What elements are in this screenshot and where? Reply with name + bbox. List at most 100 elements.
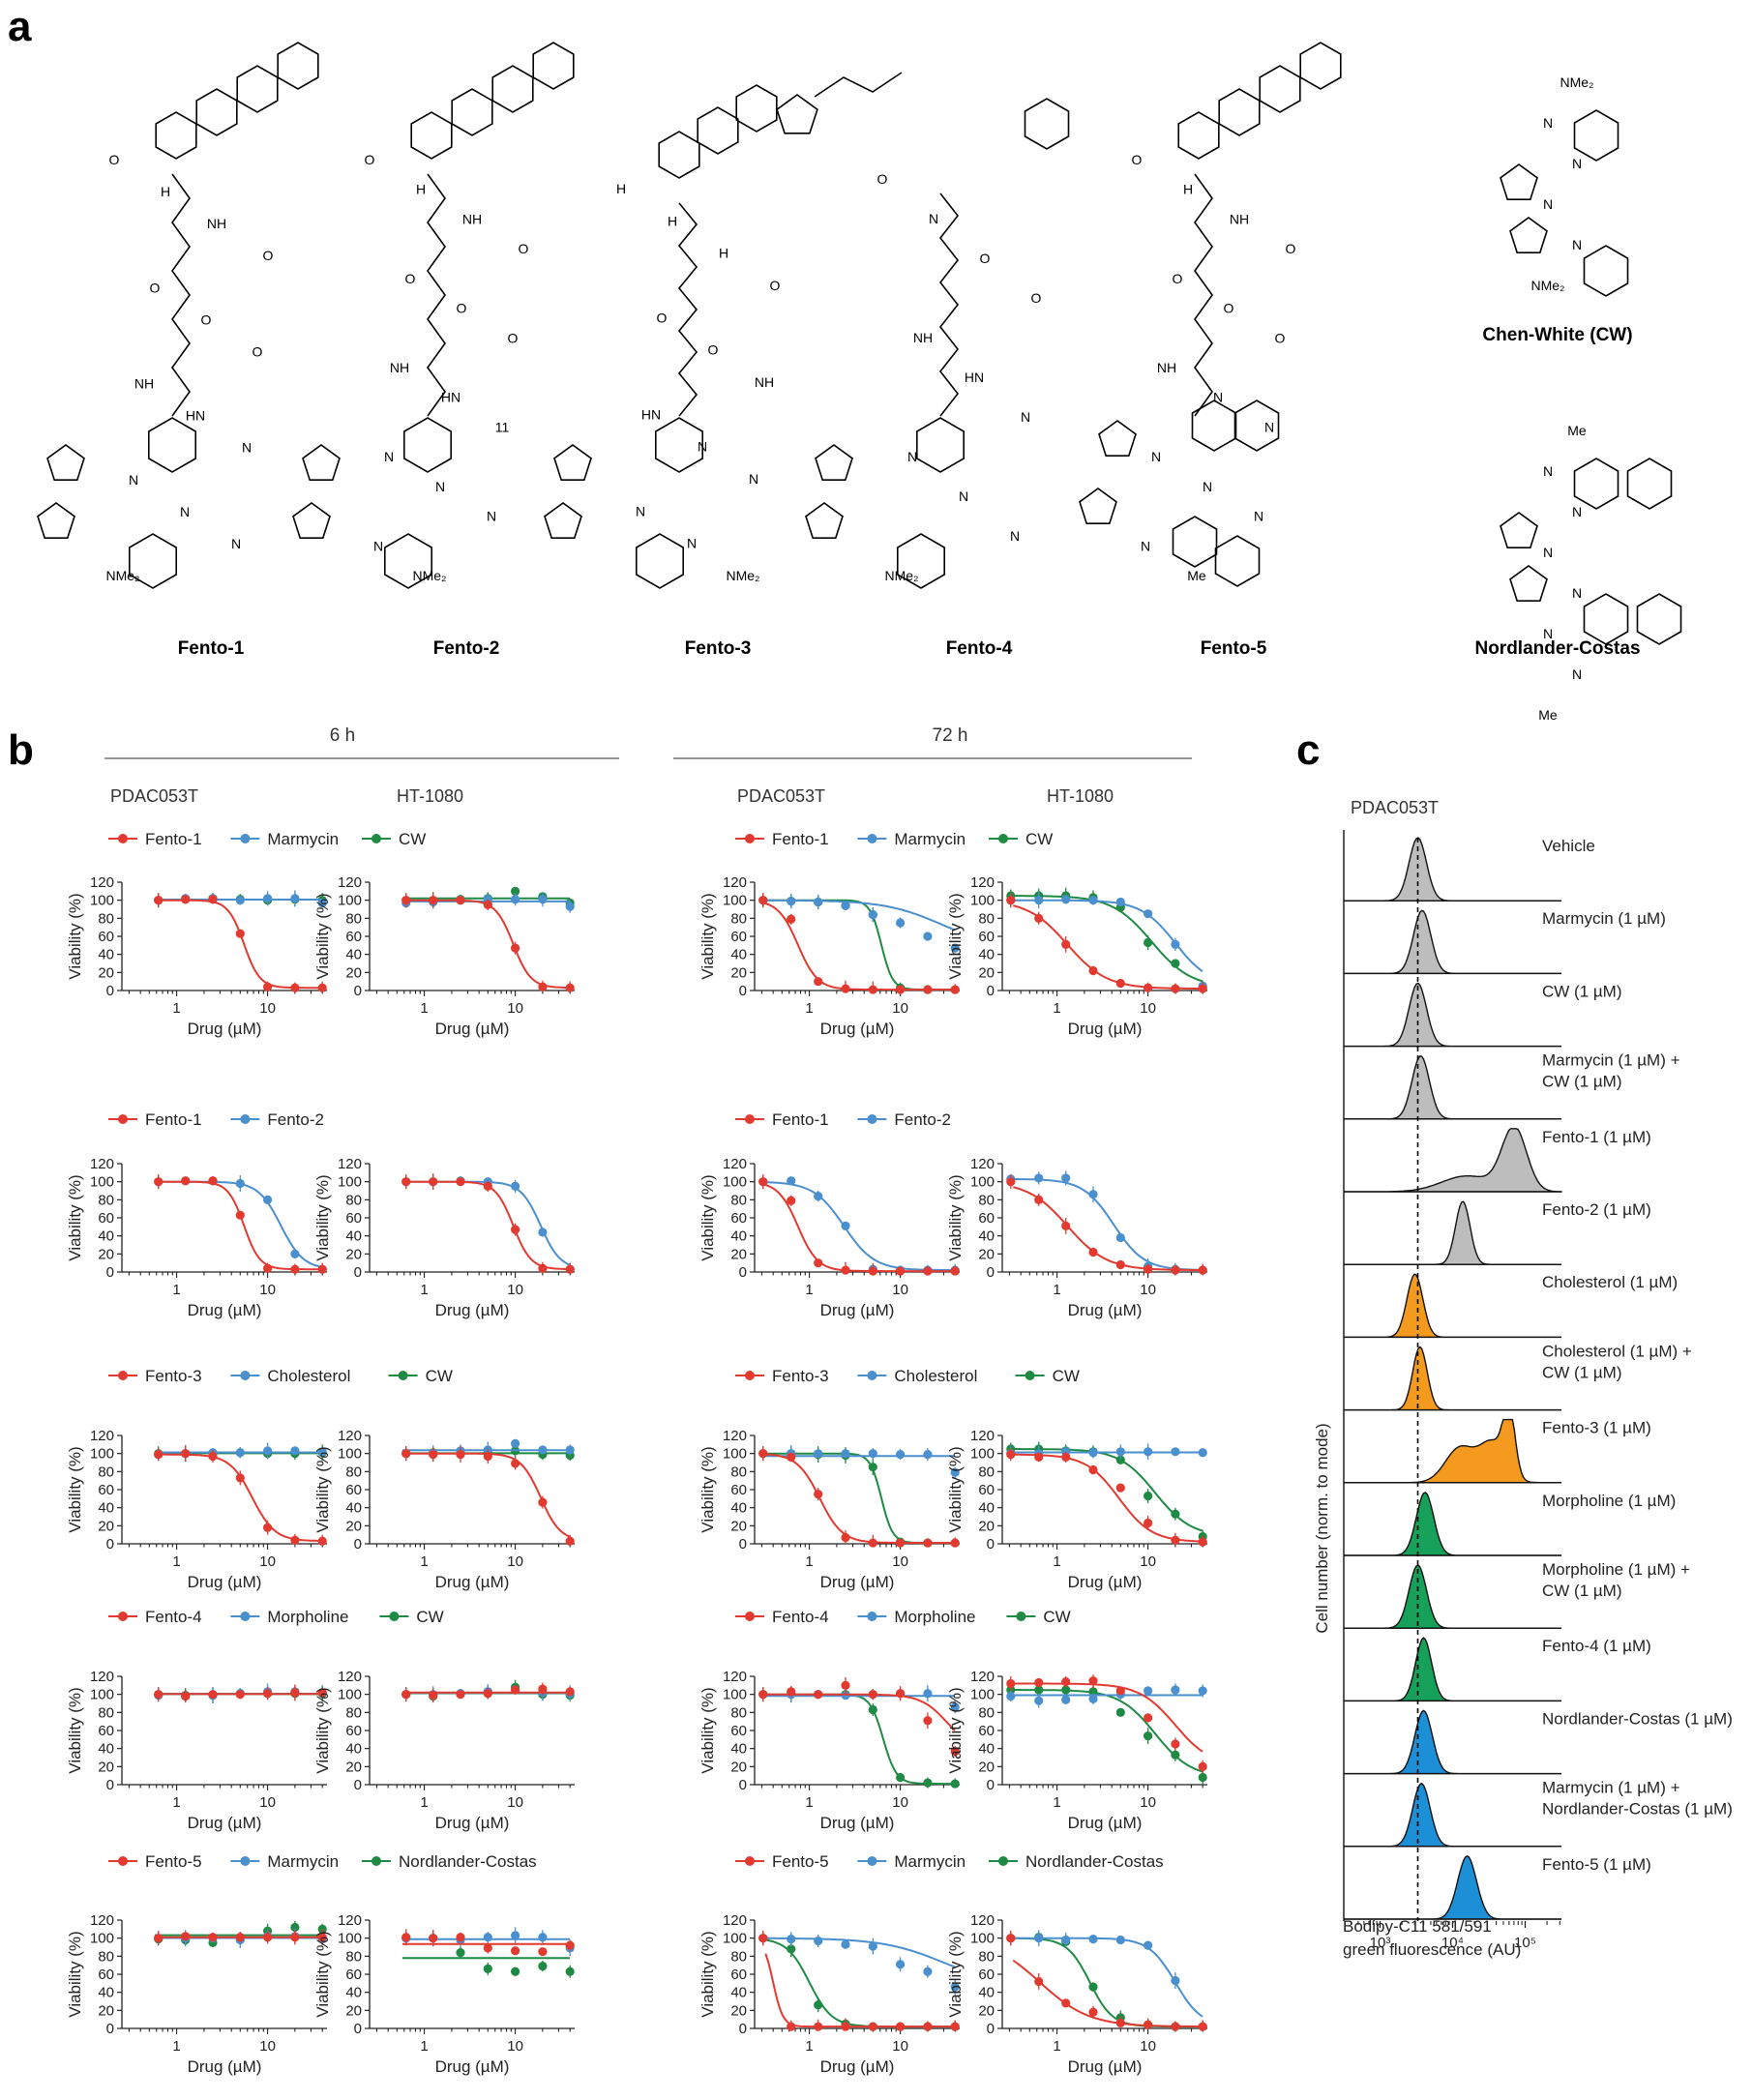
y-tick-label: 100 [90,1687,114,1703]
atom-label: Me [1538,707,1558,723]
atom-label: N [373,538,383,553]
series-fento-3 [758,1446,960,1548]
data-point [401,1449,411,1459]
legend-item-fento-1: Fento-1 [108,1110,202,1129]
legend-label: Fento-5 [145,1852,202,1871]
data-point [1006,1691,1016,1701]
x-tick-label: 1 [172,1553,180,1570]
y-tick-label: 60 [730,1967,747,1983]
data-point [841,1680,850,1690]
histogram-fill [1344,1637,1561,1702]
atom-label: O [150,280,161,295]
condition-label: CW (1 µM) [1542,1073,1622,1091]
atom-label: 11 [495,419,510,434]
legend-label: CW [416,1608,443,1626]
x-axis-label: Drug (µM) [1068,1301,1143,1319]
y-tick-label: 80 [978,1464,995,1480]
data-point [950,1746,960,1757]
data-point [483,1933,492,1942]
series-cw [1006,1681,1207,1785]
series-fento-4 [401,1682,575,1703]
legend-marker [118,1371,128,1380]
x-axis-label: Drug (µM) [1068,1814,1143,1832]
legend-label: CW [426,1367,453,1385]
y-tick-label: 40 [730,1228,747,1245]
data-point [895,1960,906,1969]
x-tick-label: 1 [172,1000,180,1017]
fit-curve [401,1180,571,1266]
series-fento-4 [1006,1674,1207,1773]
data-point [429,1934,438,1943]
legend-label: Marmycin [267,830,339,848]
atom-label: O [1275,330,1286,345]
data-point [1115,978,1125,989]
legend-item-fento-5: Fento-5 [735,1852,829,1871]
data-point [483,1181,492,1191]
y-tick-label: 40 [978,1500,995,1517]
cell-line-label-pdac-6h: PDAC053T [110,786,198,806]
series-fento-4 [758,1676,960,1758]
data-point [1088,1247,1098,1257]
y-tick-label: 120 [970,1428,995,1444]
steroid-side-chain [814,72,903,98]
x-tick-label: 10 [507,1794,523,1811]
data-point [1034,1195,1044,1204]
y-tick-label: 120 [723,1428,747,1444]
y-tick-label: 60 [345,1967,362,1983]
y-tick-label: 60 [730,1723,747,1739]
data-point [1143,1447,1153,1457]
data-point [841,984,850,993]
panel-c-x-tick-label: 10⁵ [1514,1935,1536,1951]
y-tick-label: 120 [90,1912,114,1929]
y-tick-label: 100 [723,1687,747,1703]
data-point [1143,983,1153,992]
panel-c-x-tick-label: 10⁴ [1441,1935,1464,1951]
data-point [923,1450,933,1460]
atom-label: N [1543,626,1553,641]
y-tick-label: 40 [978,1228,995,1245]
x-tick-label: 1 [420,1282,428,1298]
data-point [1115,1483,1125,1493]
atom-label: N [1010,528,1020,544]
y-tick-label: 60 [730,1210,747,1227]
linker-chain [677,202,698,417]
y-tick-label: 40 [345,947,362,963]
y-axis-label: Viability (%) [66,893,84,979]
data-point [262,1263,273,1273]
legend-label: Fento-2 [894,1110,951,1129]
data-point [510,1225,520,1234]
atom-label: N [1254,509,1263,524]
core-ring-2 [451,88,493,136]
atom-label: HN [441,390,461,405]
data-point [208,1933,218,1942]
y-tick-label: 120 [338,1156,362,1172]
y-tick-label: 20 [98,2002,114,2019]
x-axis-label: Drug (µM) [820,1020,895,1038]
y-tick-label: 0 [987,1264,995,1281]
data-point [235,1473,245,1483]
histogram-fill [1344,1273,1561,1339]
benzo-bottom [1636,593,1682,645]
pyridine-ring-1 [654,417,704,473]
fit-curve [765,1937,956,1968]
series-fento-4 [154,1684,327,1703]
legend-marker [371,834,381,843]
data-point [565,1940,575,1950]
data-point [787,1176,796,1186]
data-point [868,1449,877,1459]
data-point [1088,1190,1098,1199]
x-tick-label: 10 [259,2038,276,2055]
y-tick-label: 0 [987,2021,995,2037]
data-point [950,1266,960,1276]
x-tick-label: 1 [420,1000,428,1017]
legend-item-fento-4: Fento-4 [108,1608,202,1626]
data-point [1061,895,1071,904]
y-tick-label: 60 [978,1210,995,1227]
data-point [1115,1447,1125,1457]
data-point [868,1690,877,1700]
y-tick-label: 100 [723,1446,747,1463]
y-axis-label: Viability (%) [66,1174,84,1260]
y-tick-label: 20 [345,1759,362,1775]
